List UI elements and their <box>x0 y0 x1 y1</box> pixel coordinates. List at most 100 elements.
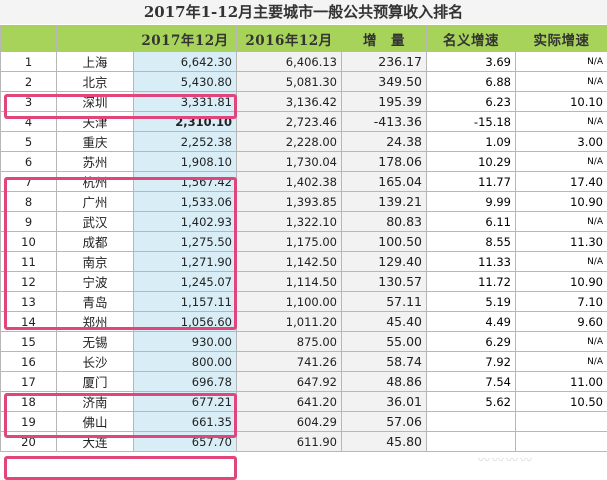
increase-cell: 24.38 <box>341 131 427 152</box>
value-2016-cell: 1,393.85 <box>236 191 342 212</box>
value-2017-cell: 800.00 <box>133 351 237 372</box>
increase-cell: 195.39 <box>341 91 427 112</box>
value-2016-cell: 5,081.30 <box>236 71 342 92</box>
value-2017-cell: 3,331.81 <box>133 91 237 112</box>
city-cell: 上海 <box>56 51 134 72</box>
nominal-growth-cell: 7.54 <box>426 371 516 392</box>
rank-cell: 13 <box>0 291 57 312</box>
value-2016-cell: 1,402.38 <box>236 171 342 192</box>
table-row: 16 长沙 800.00 741.26 58.74 7.92 N/A <box>0 351 607 372</box>
rank-cell: 6 <box>0 151 57 172</box>
rank-cell: 16 <box>0 351 57 372</box>
real-growth-cell: N/A <box>515 71 607 92</box>
nominal-growth-cell: 6.29 <box>426 331 516 352</box>
increase-cell: 80.83 <box>341 211 427 232</box>
city-cell: 青岛 <box>56 291 134 312</box>
table-row: 7 杭州 1,567.42 1,402.38 165.04 11.77 17.4… <box>0 171 607 192</box>
revenue-ranking-table: 2017年12月 2016年12月 增 量 名义增速 实际增速 1 上海 6,6… <box>0 25 607 452</box>
value-2016-cell: 6,406.13 <box>236 51 342 72</box>
value-2017-cell: 677.21 <box>133 391 237 412</box>
header-real-growth: 实际增速 <box>515 25 607 52</box>
table-row: 10 成都 1,275.50 1,175.00 100.50 8.55 11.3… <box>0 231 607 252</box>
real-growth-cell <box>515 431 607 452</box>
table-row: 19 佛山 661.35 604.29 57.06 <box>0 411 607 432</box>
table-row: 11 南京 1,271.90 1,142.50 129.40 11.33 N/A <box>0 251 607 272</box>
rank-cell: 19 <box>0 411 57 432</box>
real-growth-cell: 3.00 <box>515 131 607 152</box>
nominal-growth-cell: 4.49 <box>426 311 516 332</box>
table-row: 17 厦门 696.78 647.92 48.86 7.54 11.00 <box>0 371 607 392</box>
city-cell: 成都 <box>56 231 134 252</box>
city-cell: 厦门 <box>56 371 134 392</box>
increase-cell: 236.17 <box>341 51 427 72</box>
nominal-growth-cell <box>426 431 516 452</box>
real-growth-cell: N/A <box>515 151 607 172</box>
value-2016-cell: 1,100.00 <box>236 291 342 312</box>
value-2017-cell: 2,310.10 <box>133 111 237 132</box>
rank-cell: 7 <box>0 171 57 192</box>
city-cell: 天津 <box>56 111 134 132</box>
increase-cell: 58.74 <box>341 351 427 372</box>
header-city <box>56 25 134 52</box>
rank-cell: 17 <box>0 371 57 392</box>
rank-cell: 4 <box>0 111 57 132</box>
city-cell: 杭州 <box>56 171 134 192</box>
value-2017-cell: 5,430.80 <box>133 71 237 92</box>
increase-cell: 129.40 <box>341 251 427 272</box>
value-2016-cell: 1,011.20 <box>236 311 342 332</box>
rank-cell: 12 <box>0 271 57 292</box>
real-growth-cell: 11.00 <box>515 371 607 392</box>
city-cell: 济南 <box>56 391 134 412</box>
value-2017-cell: 1,908.10 <box>133 151 237 172</box>
real-growth-cell: N/A <box>515 51 607 72</box>
increase-cell: 178.06 <box>341 151 427 172</box>
value-2017-cell: 2,252.38 <box>133 131 237 152</box>
table-row: 15 无锡 930.00 875.00 55.00 6.29 N/A <box>0 331 607 352</box>
nominal-growth-cell: 10.29 <box>426 151 516 172</box>
value-2016-cell: 647.92 <box>236 371 342 392</box>
real-growth-cell: 11.30 <box>515 231 607 252</box>
table-row: 13 青岛 1,157.11 1,100.00 57.11 5.19 7.10 <box>0 291 607 312</box>
value-2017-cell: 930.00 <box>133 331 237 352</box>
value-2016-cell: 3,136.42 <box>236 91 342 112</box>
rank-cell: 14 <box>0 311 57 332</box>
increase-cell: 45.80 <box>341 431 427 452</box>
city-cell: 长沙 <box>56 351 134 372</box>
value-2016-cell: 611.90 <box>236 431 342 452</box>
nominal-growth-cell: 8.55 <box>426 231 516 252</box>
increase-cell: 36.01 <box>341 391 427 412</box>
increase-cell: 48.86 <box>341 371 427 392</box>
value-2017-cell: 1,402.93 <box>133 211 237 232</box>
table-row: 8 广州 1,533.06 1,393.85 139.21 9.99 10.90 <box>0 191 607 212</box>
nominal-growth-cell: 5.62 <box>426 391 516 412</box>
value-2016-cell: 1,322.10 <box>236 211 342 232</box>
header-nominal-growth: 名义增速 <box>426 25 516 52</box>
nominal-growth-cell: 6.11 <box>426 211 516 232</box>
city-cell: 佛山 <box>56 411 134 432</box>
city-cell: 广州 <box>56 191 134 212</box>
city-cell: 南京 <box>56 251 134 272</box>
table-row: 18 济南 677.21 641.20 36.01 5.62 10.50 <box>0 391 607 412</box>
value-2016-cell: 1,142.50 <box>236 251 342 272</box>
header-2017: 2017年12月 <box>133 25 237 52</box>
real-growth-cell: 9.60 <box>515 311 607 332</box>
value-2016-cell: 875.00 <box>236 331 342 352</box>
value-2017-cell: 1,275.50 <box>133 231 237 252</box>
table-row: 9 武汉 1,402.93 1,322.10 80.83 6.11 N/A <box>0 211 607 232</box>
rank-cell: 15 <box>0 331 57 352</box>
value-2017-cell: 1,056.60 <box>133 311 237 332</box>
value-2017-cell: 1,271.90 <box>133 251 237 272</box>
rank-cell: 5 <box>0 131 57 152</box>
nominal-growth-cell: 11.72 <box>426 271 516 292</box>
value-2017-cell: 657.70 <box>133 431 237 452</box>
increase-cell: 349.50 <box>341 71 427 92</box>
real-growth-cell: 17.40 <box>515 171 607 192</box>
real-growth-cell: N/A <box>515 111 607 132</box>
nominal-growth-cell: 1.09 <box>426 131 516 152</box>
increase-cell: 100.50 <box>341 231 427 252</box>
real-growth-cell: N/A <box>515 351 607 372</box>
real-growth-cell: 7.10 <box>515 291 607 312</box>
nominal-growth-cell: 11.33 <box>426 251 516 272</box>
value-2017-cell: 6,642.30 <box>133 51 237 72</box>
value-2016-cell: 2,723.46 <box>236 111 342 132</box>
